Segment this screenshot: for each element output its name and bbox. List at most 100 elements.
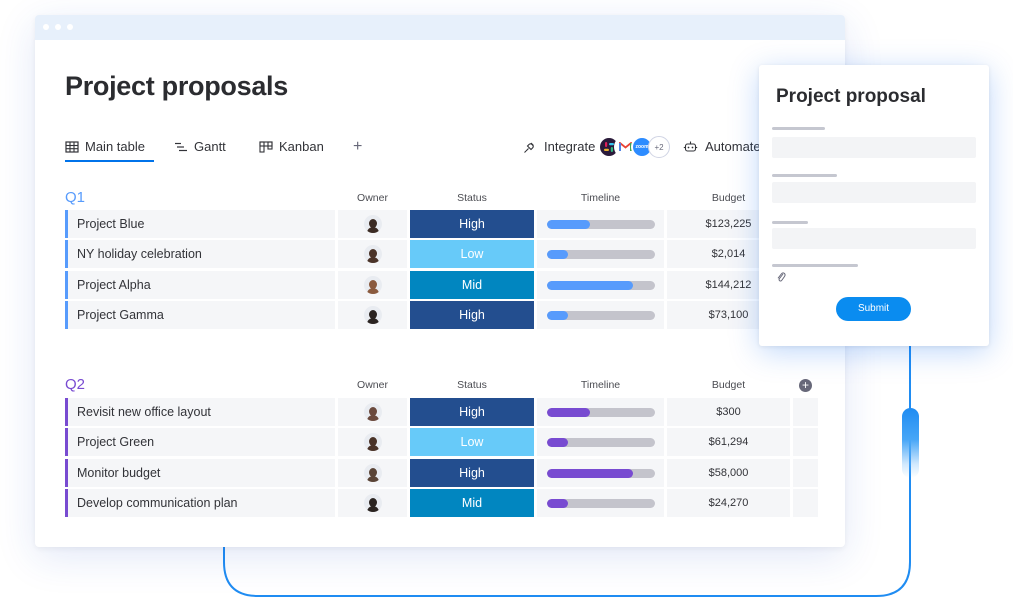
column-header-timeline[interactable]: Timeline (580, 379, 621, 391)
owner-cell[interactable] (338, 301, 407, 329)
budget-value[interactable]: $24,270 (667, 489, 790, 517)
window-titlebar (35, 15, 845, 40)
plug-icon (524, 142, 534, 153)
status-badge[interactable]: High (410, 398, 534, 426)
timeline-fill (546, 437, 569, 447)
empty-cell[interactable] (793, 398, 818, 426)
form-input-1[interactable] (772, 137, 976, 158)
tab-gantt[interactable]: Gantt (174, 139, 226, 154)
table-row[interactable]: Revisit new office layout High $300 (65, 398, 818, 426)
empty-cell[interactable] (793, 428, 818, 456)
form-input-3[interactable] (772, 228, 976, 249)
column-header-owner[interactable]: Owner (357, 379, 388, 391)
automate-label: Automate (705, 139, 761, 154)
empty-cell[interactable] (793, 459, 818, 487)
timeline-fill (546, 407, 590, 417)
column-header-budget[interactable]: Budget (711, 192, 746, 204)
table-row[interactable]: Project Green Low $61,294 (65, 428, 818, 456)
avatar (363, 215, 382, 233)
item-name[interactable]: Monitor budget (65, 459, 335, 487)
avatar-body (366, 506, 379, 512)
empty-cell[interactable] (793, 489, 818, 517)
integrate-button[interactable]: Integrate (523, 139, 595, 154)
item-name[interactable]: NY holiday celebration (65, 240, 335, 268)
group-title-q2[interactable]: Q2 (65, 376, 86, 393)
table-row[interactable]: Project Blue High $123,225 (65, 210, 818, 238)
status-badge[interactable]: Low (410, 240, 534, 268)
item-name[interactable]: Project Alpha (65, 271, 335, 299)
timeline-bar (546, 280, 655, 290)
integrate-label: Integrate (544, 139, 596, 154)
budget-value[interactable]: $58,000 (667, 459, 790, 487)
item-name[interactable]: Project Gamma (65, 301, 335, 329)
timeline-cell[interactable] (537, 428, 664, 456)
add-view-button[interactable]: + (353, 138, 362, 156)
status-badge[interactable]: Mid (410, 271, 534, 299)
timeline-cell[interactable] (537, 210, 664, 238)
avatar-face (368, 280, 377, 289)
timeline-fill (546, 280, 633, 290)
timeline-cell[interactable] (537, 240, 664, 268)
timeline-cell[interactable] (537, 459, 664, 487)
tab-main-table[interactable]: Main table (65, 139, 145, 154)
avatar-face (368, 407, 377, 416)
item-name[interactable]: Project Green (65, 428, 335, 456)
group-title-q1[interactable]: Q1 (65, 189, 86, 206)
timeline-cell[interactable] (537, 271, 664, 299)
owner-cell[interactable] (338, 489, 407, 517)
status-badge[interactable]: Low (410, 428, 534, 456)
table-row[interactable]: Project Gamma High $73,100 (65, 301, 818, 329)
robot-icon (683, 141, 698, 152)
add-column-button[interactable]: + (799, 379, 812, 392)
budget-value[interactable]: $61,294 (667, 428, 790, 456)
status-badge[interactable]: High (410, 210, 534, 238)
status-badge[interactable]: High (410, 459, 534, 487)
item-name[interactable]: Revisit new office layout (65, 398, 335, 426)
timeline-cell[interactable] (537, 398, 664, 426)
column-header-timeline[interactable]: Timeline (580, 192, 621, 204)
form-input-2[interactable] (772, 182, 976, 203)
timeline-cell[interactable] (537, 489, 664, 517)
column-header-budget[interactable]: Budget (711, 379, 746, 391)
tab-label: Main table (85, 139, 145, 154)
column-header-status[interactable]: Status (457, 379, 487, 391)
table-row[interactable]: Monitor budget High $58,000 (65, 459, 818, 487)
timeline-cell[interactable] (537, 301, 664, 329)
table-row[interactable]: Develop communication plan Mid $24,270 (65, 489, 818, 517)
avatar-body (366, 288, 379, 294)
tab-kanban[interactable]: Kanban (259, 139, 324, 154)
column-header-owner[interactable]: Owner (357, 192, 388, 204)
avatar-body (366, 445, 379, 451)
item-name[interactable]: Develop communication plan (65, 489, 335, 517)
owner-cell[interactable] (338, 240, 407, 268)
avatar-face (368, 310, 377, 319)
budget-value[interactable]: $300 (667, 398, 790, 426)
plus-icon: + (801, 378, 809, 392)
avatar (363, 433, 382, 451)
avatar-face (368, 219, 377, 228)
table-row[interactable]: NY holiday celebration Low $2,014 (65, 240, 818, 268)
owner-cell[interactable] (338, 459, 407, 487)
avatar-face (368, 468, 377, 477)
owner-cell[interactable] (338, 271, 407, 299)
avatar (363, 494, 382, 512)
owner-cell[interactable] (338, 210, 407, 238)
window-dot (43, 24, 49, 30)
owner-cell[interactable] (338, 398, 407, 426)
gantt-icon (175, 142, 187, 151)
automate-button[interactable]: Automate (683, 139, 761, 154)
table-row[interactable]: Project Alpha Mid $144,212 (65, 271, 818, 299)
status-badge[interactable]: High (410, 301, 534, 329)
timeline-bar (546, 219, 655, 229)
status-badge[interactable]: Mid (410, 489, 534, 517)
submit-button[interactable]: Submit (836, 297, 911, 321)
paperclip-icon[interactable] (776, 271, 786, 283)
item-name[interactable]: Project Blue (65, 210, 335, 238)
column-header-status[interactable]: Status (457, 192, 487, 204)
form-field-label (772, 174, 837, 177)
owner-cell[interactable] (338, 428, 407, 456)
avatar-face (368, 498, 377, 507)
form-field-label (772, 264, 858, 267)
timeline-bar (546, 407, 655, 417)
